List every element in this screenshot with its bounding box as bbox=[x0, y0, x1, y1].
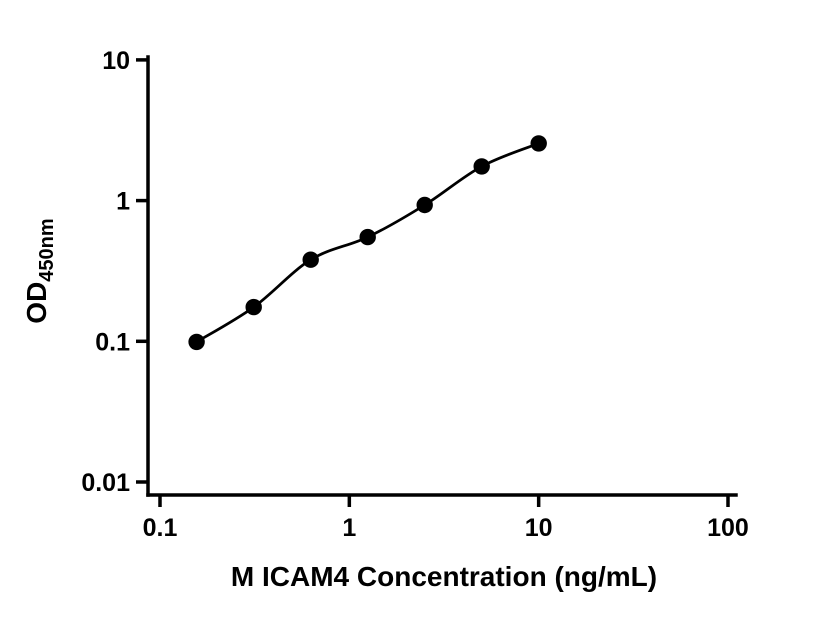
data-point bbox=[416, 196, 433, 214]
y-tick-label: 1 bbox=[116, 188, 130, 216]
x-axis-title: M ICAM4 Concentration (ng/mL) bbox=[231, 561, 657, 592]
data-point bbox=[245, 298, 262, 316]
data-point bbox=[302, 251, 319, 268]
data-point bbox=[188, 333, 205, 351]
data-point bbox=[473, 158, 490, 175]
data-point bbox=[359, 228, 376, 246]
y-axis-title: OD450nm bbox=[21, 218, 58, 323]
y-tick-label: 0.1 bbox=[95, 328, 130, 356]
x-tick-label: 0.1 bbox=[143, 514, 178, 542]
y-tick-label: 0.01 bbox=[81, 469, 130, 497]
data-point bbox=[530, 135, 547, 152]
y-tick-label: 10 bbox=[102, 47, 130, 75]
x-tick-label: 1 bbox=[342, 514, 356, 542]
x-tick-label: 100 bbox=[707, 514, 749, 542]
x-tick-label: 10 bbox=[525, 514, 553, 542]
